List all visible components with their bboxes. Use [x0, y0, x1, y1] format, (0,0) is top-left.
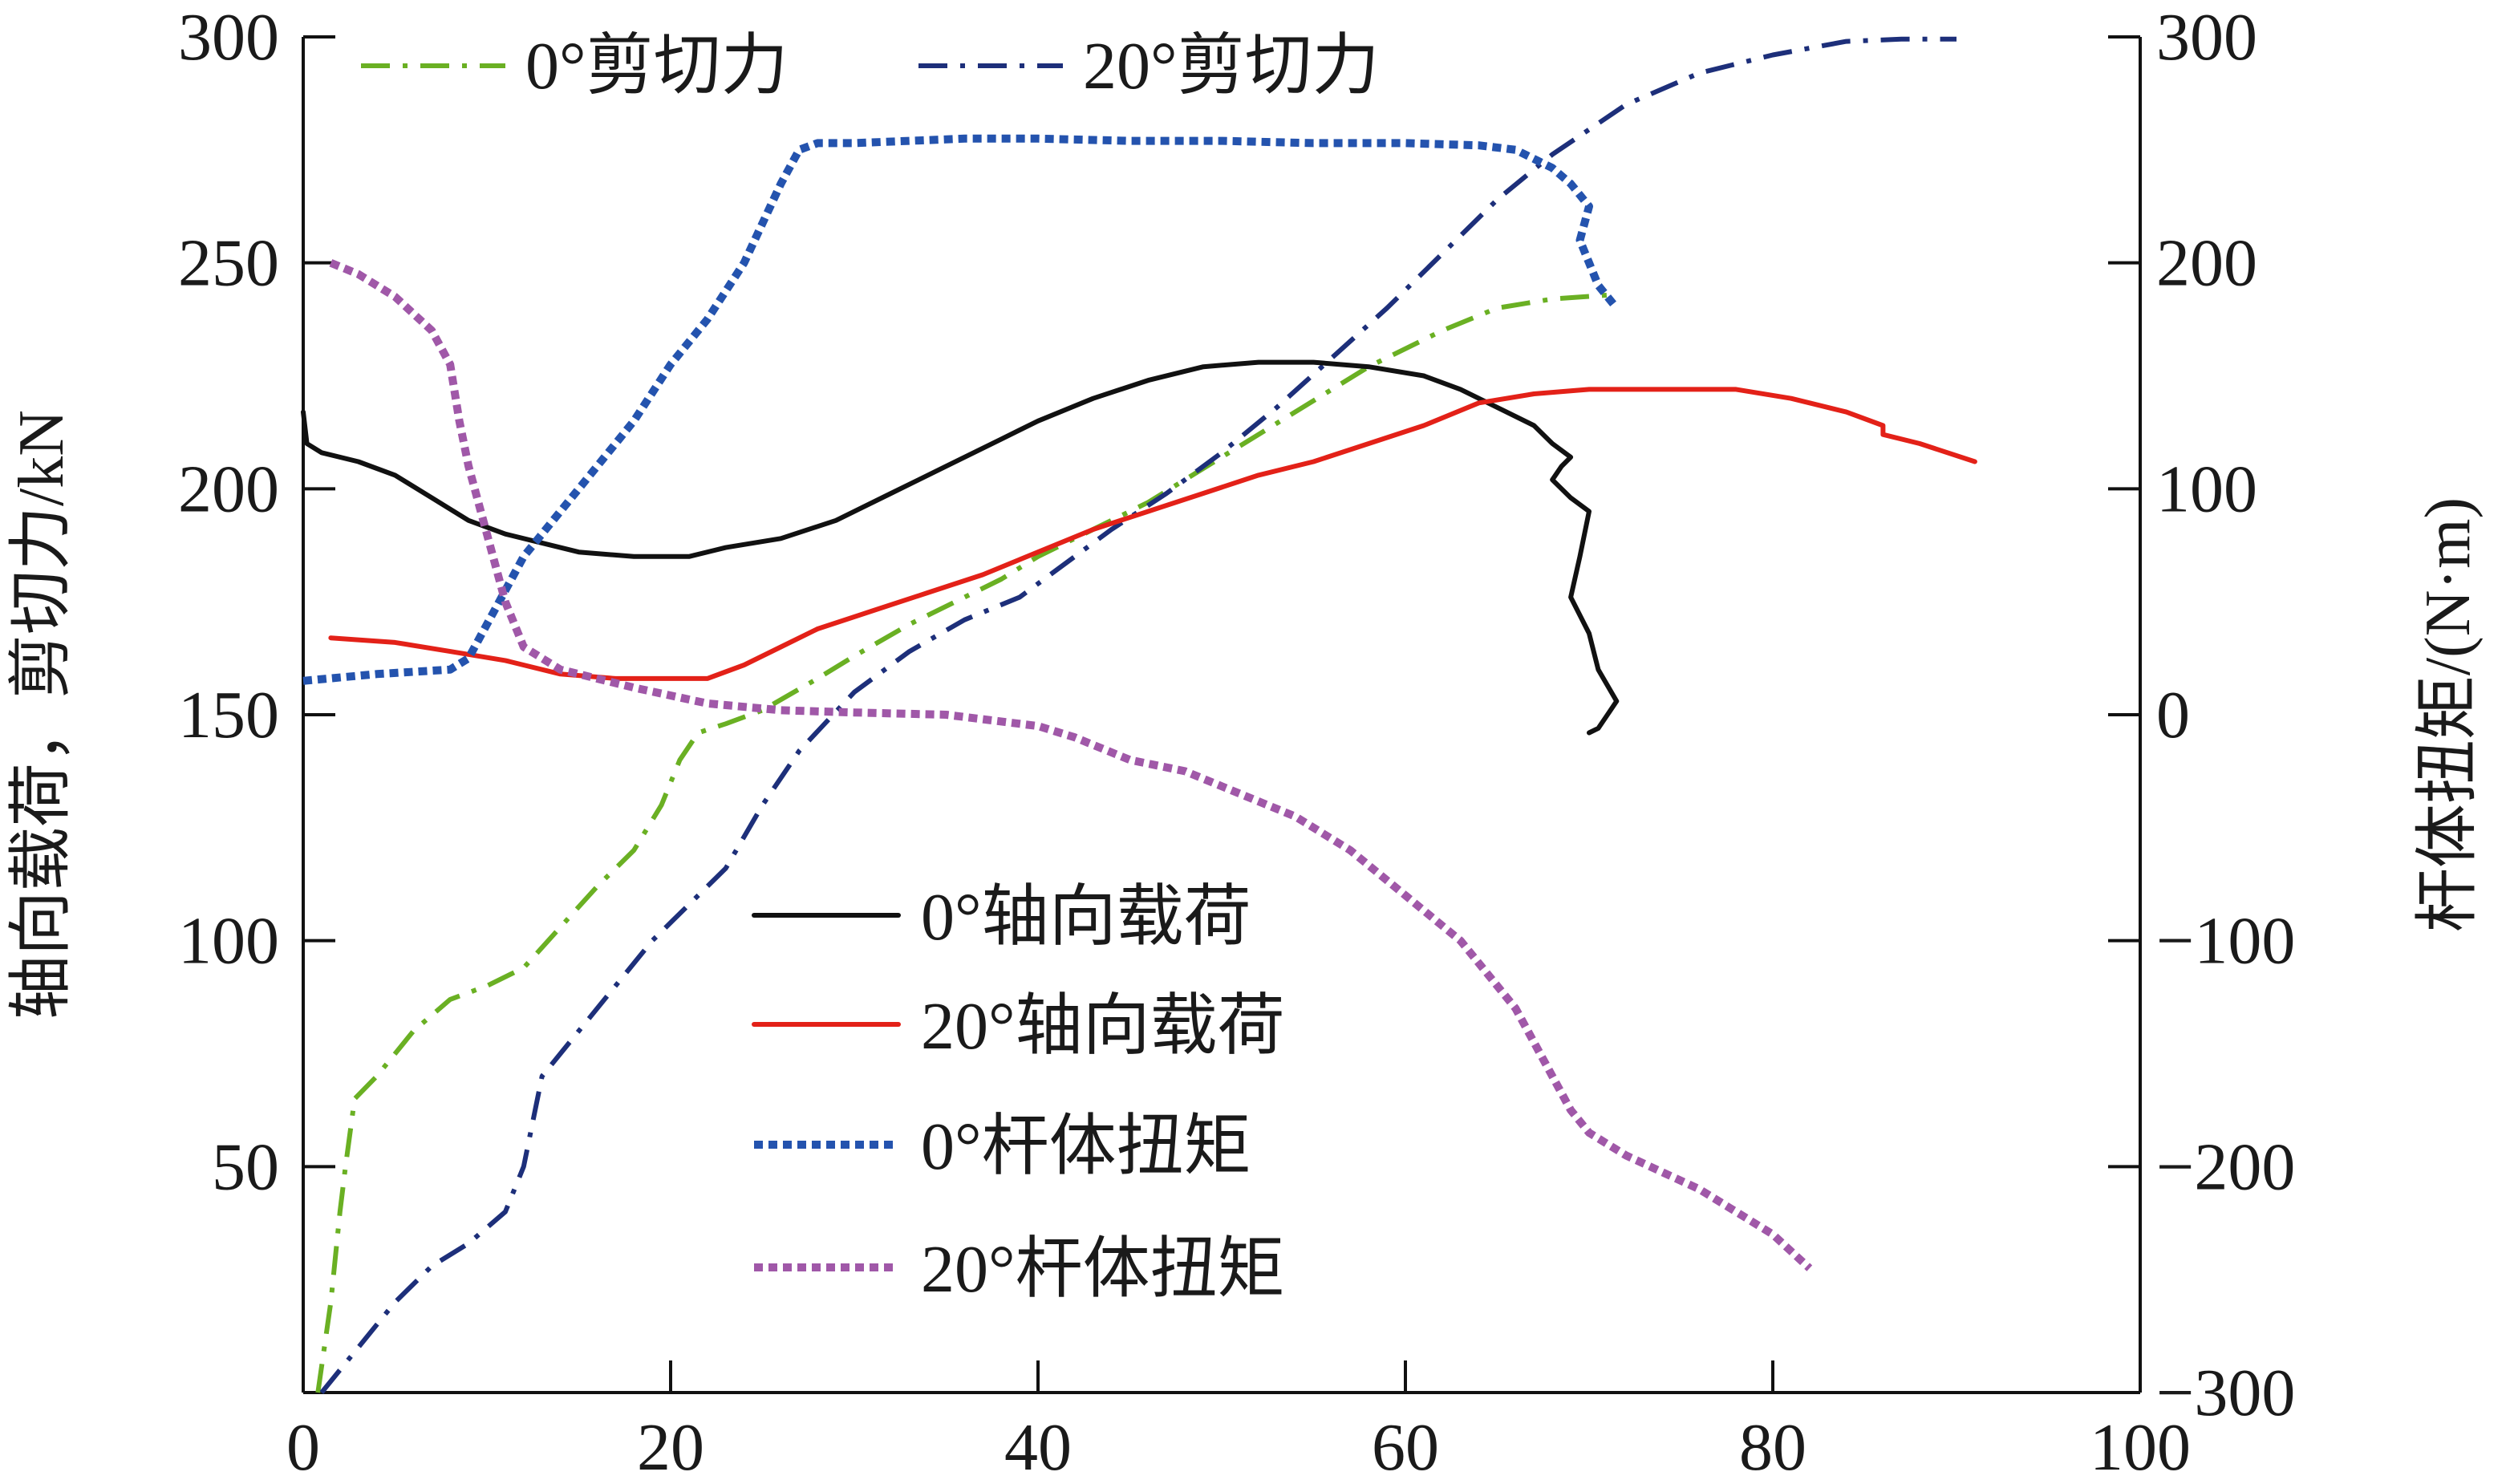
y-left-tick-label: 50 [212, 1129, 279, 1204]
series-line-4 [302, 134, 1620, 685]
y-axis-right-label: 杆体扭矩/(N·m) [2413, 497, 2484, 932]
y-right-tick-label: −100 [2156, 904, 2295, 979]
legend-top-label-0: 0°剪切力 [525, 29, 789, 103]
y-left-tick-label: 300 [178, 0, 279, 75]
legend-top-label-1: 20°剪切力 [1083, 29, 1380, 103]
left-y-axis: 50 100 150 200 250 300 [178, 0, 335, 1204]
y-right-tick-label: 100 [2156, 452, 2257, 526]
y-right-tick-label: −300 [2156, 1356, 2295, 1430]
x-tick-label: 20 [637, 1410, 704, 1484]
y-left-tick-label: 200 [178, 452, 279, 526]
x-tick-label: 80 [1739, 1410, 1806, 1484]
legend-label-1: 20°轴向载荷 [921, 989, 1285, 1064]
y-right-tick-label: 200 [2156, 226, 2257, 301]
right-y-axis: −300 −200 −100 0 100 200 300 [2108, 0, 2295, 1430]
legend-main: 0°轴向载荷 20°轴向载荷 0°杆体扭矩 20°杆体扭矩 [752, 880, 1285, 1307]
series-layer [301, 36, 1977, 1394]
y-right-tick-label: 0 [2156, 678, 2190, 752]
series-line-0 [315, 292, 1617, 1393]
plot-frame [302, 37, 2142, 1394]
y-axis-left-label: 轴向载荷，剪切力/kN [6, 410, 77, 1020]
y-left-tick-label: 250 [178, 226, 279, 301]
series-line-3 [328, 387, 1977, 681]
series-line-1 [319, 36, 1957, 1394]
legend-top: 0°剪切力 20°剪切力 [361, 29, 1380, 103]
legend-label-0: 0°轴向载荷 [921, 880, 1251, 955]
y-left-tick-label: 100 [178, 904, 279, 979]
x-tick-label: 60 [1372, 1410, 1439, 1484]
x-tick-label: 100 [2090, 1410, 2191, 1484]
y-left-tick-label: 150 [178, 678, 279, 752]
y-right-tick-label: 300 [2156, 0, 2257, 75]
y-right-tick-label: −200 [2156, 1129, 2295, 1204]
x-tick-label: 40 [1004, 1410, 1072, 1484]
x-axis: 0 20 40 60 80 100 [286, 1360, 2191, 1484]
x-tick-label: 0 [286, 1410, 320, 1484]
legend-label-3: 20°杆体扭矩 [921, 1232, 1285, 1307]
legend-label-2: 0°杆体扭矩 [921, 1109, 1251, 1184]
series-line-2 [301, 359, 1620, 736]
